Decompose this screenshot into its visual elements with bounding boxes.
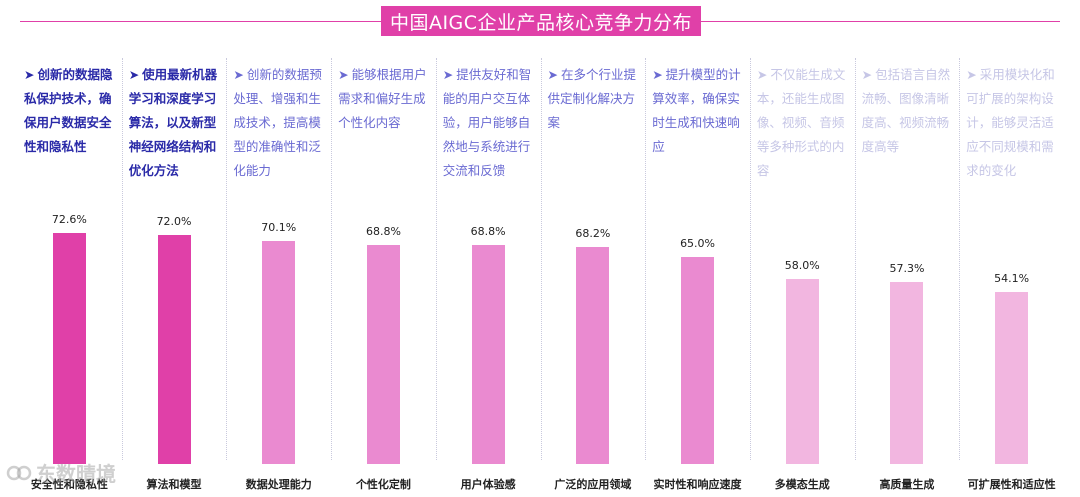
column-divider: [854, 58, 856, 460]
column-divider: [331, 58, 333, 460]
category-label: 数据处理能力: [245, 478, 312, 491]
bullet-arrow-icon: ➤: [24, 67, 35, 82]
category-label: 实时性和响应速度: [653, 478, 742, 491]
description-text: ➤ 采用模块化和可扩展的架构设计，能够灵活适应不同规模和需求的变化: [966, 63, 1058, 183]
column-divider: [435, 58, 437, 460]
category-label: 高质量生成: [879, 478, 935, 491]
description-text: ➤ 提供友好和智能的用户交互体验，用户能够自然地与系统进行交流和反馈: [443, 63, 535, 183]
watermark: 东数晴境: [6, 458, 116, 487]
bullet-arrow-icon: ➤: [861, 67, 873, 82]
bar: [366, 245, 400, 464]
bullet-arrow-icon: ➤: [652, 67, 663, 82]
column-divider: [540, 58, 542, 460]
description-body: 采用模块化和可扩展的架构设计，能够灵活适应不同规模和需求的变化: [966, 67, 1055, 178]
category-label: 安全性和隐私性: [30, 478, 108, 491]
category-label: 可扩展性和适应性: [967, 478, 1056, 491]
description-body: 能够根据用户需求和偏好生成个性化内容: [338, 67, 427, 130]
description-body: 使用最新机器学习和深度学习算法，以及新型神经网络结构和优化方法: [128, 67, 218, 178]
bar: [681, 257, 715, 464]
value-label: 72.0%: [156, 214, 192, 228]
description-text: ➤ 提升模型的计算效率，确保实时生成和快速响应: [652, 63, 744, 159]
description-body: 包括语言自然流畅、图像清晰度高、视频流畅度高等: [861, 67, 951, 154]
bar: [995, 291, 1029, 464]
value-label: 65.0%: [680, 237, 716, 251]
category-label: 个性化定制: [355, 478, 411, 491]
value-label: 70.1%: [261, 220, 297, 234]
bullet-arrow-icon: ➤: [442, 67, 454, 82]
bullet-arrow-icon: ➤: [128, 67, 140, 82]
description-body: 在多个行业提供定制化解决方案: [547, 67, 637, 130]
bar: [890, 281, 924, 464]
description-text: ➤ 创新的数据隐私保护技术，确保用户数据安全性和隐私性: [24, 63, 116, 159]
category-label: 广泛的应用领域: [554, 478, 632, 491]
bar: [576, 247, 610, 464]
column-divider: [226, 58, 228, 460]
bar: [157, 234, 191, 464]
bar: [785, 279, 819, 464]
category-label: 多模态生成: [774, 478, 830, 491]
description-text: ➤ 使用最新机器学习和深度学习算法，以及新型神经网络结构和优化方法: [129, 63, 221, 183]
description-text: ➤ 包括语言自然流畅、图像清晰度高、视频流畅度高等: [862, 63, 954, 159]
value-label: 54.1%: [994, 271, 1030, 285]
logo-mark-icon: [6, 465, 32, 480]
description-body: 不仅能生成文本，还能生成图像、视频、音频等多种形式的内容: [756, 67, 846, 178]
value-label: 72.6%: [51, 213, 87, 226]
description-text: ➤ 不仅能生成文本，还能生成图像、视频、音频等多种形式的内容: [757, 63, 849, 183]
description-body: 创新的数据隐私保护技术，确保用户数据安全性和隐私性: [24, 67, 113, 154]
description-body: 提供友好和智能的用户交互体验，用户能够自然地与系统进行交流和反馈: [442, 67, 532, 178]
bar: [471, 245, 505, 464]
description-body: 创新的数据预处理、增强和生成技术，提高模型的准确性和泛化能力: [233, 67, 322, 178]
description-text: ➤ 能够根据用户需求和偏好生成个性化内容: [338, 63, 430, 135]
category-label: 算法和模型: [146, 478, 202, 491]
description-text: ➤ 创新的数据预处理、增强和生成技术，提高模型的准确性和泛化能力: [233, 63, 325, 183]
description-body: 提升模型的计算效率，确保实时生成和快速响应: [652, 67, 741, 154]
bullet-arrow-icon: ➤: [338, 67, 349, 82]
value-label: 58.0%: [784, 259, 820, 273]
bullet-arrow-icon: ➤: [756, 67, 768, 82]
column-divider: [749, 58, 751, 460]
column-divider: [959, 58, 961, 460]
bullet-arrow-icon: ➤: [966, 67, 977, 82]
bar: [52, 233, 86, 464]
value-label: 68.8%: [470, 225, 506, 239]
column-divider: [645, 58, 647, 460]
value-label: 57.3%: [889, 261, 925, 275]
value-label: 68.2%: [575, 227, 611, 240]
bullet-arrow-icon: ➤: [233, 67, 244, 82]
chart-title: 中国AIGC企业产品核心竞争力分布: [381, 6, 701, 36]
bullet-arrow-icon: ➤: [547, 67, 558, 82]
category-label: 用户体验感: [460, 478, 516, 491]
watermark-text: 东数晴境: [36, 462, 116, 486]
bar: [262, 240, 296, 464]
column-divider: [121, 58, 123, 460]
description-text: ➤ 在多个行业提供定制化解决方案: [548, 63, 640, 135]
value-label: 68.8%: [365, 225, 401, 239]
